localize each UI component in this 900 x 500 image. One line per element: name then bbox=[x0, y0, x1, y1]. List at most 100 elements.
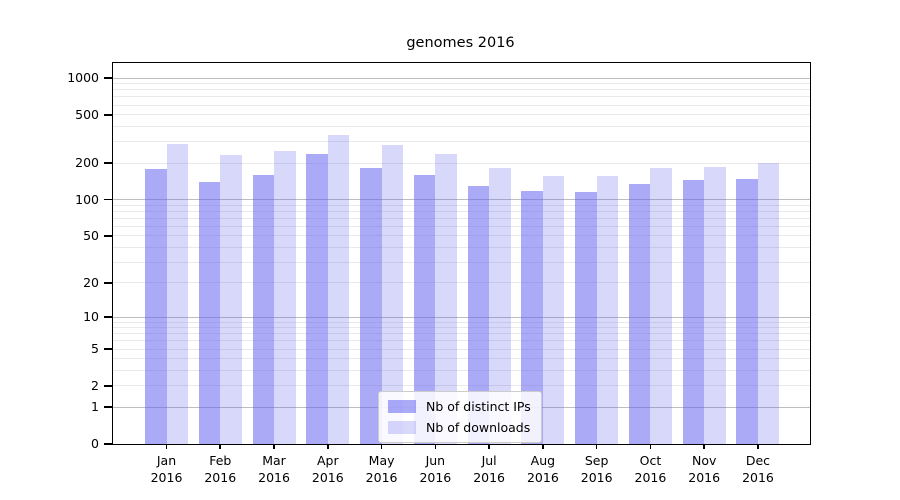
legend-item: Nb of downloads bbox=[388, 419, 531, 436]
y-tick-label: 2 bbox=[91, 377, 99, 393]
y-gridline bbox=[113, 385, 810, 387]
y-tick-label: 5 bbox=[91, 341, 99, 357]
x-tick-label: Apr 2016 bbox=[298, 444, 358, 486]
y-tick-mark bbox=[104, 113, 112, 116]
x-tick-mark bbox=[542, 444, 544, 449]
x-tick-year: 2016 bbox=[688, 470, 721, 485]
x-tick-mark bbox=[649, 444, 652, 449]
bar-nb-of-downloads-aug bbox=[542, 175, 565, 444]
x-tick-label: May 2016 bbox=[352, 444, 412, 486]
y-gridline bbox=[113, 96, 810, 98]
y-gridline bbox=[113, 83, 810, 85]
x-tick-label: Sep 2016 bbox=[567, 444, 627, 486]
y-gridline bbox=[113, 340, 810, 342]
y-tick-mark bbox=[104, 406, 112, 409]
y-gridline bbox=[113, 327, 810, 329]
y-tick-label: 1000 bbox=[67, 70, 99, 86]
x-tick-month: Feb bbox=[209, 453, 232, 468]
x-tick-label: Mar 2016 bbox=[244, 444, 304, 486]
x-tick-year: 2016 bbox=[258, 470, 290, 485]
y-tick-mark bbox=[104, 77, 112, 79]
chart-title: genomes 2016 bbox=[406, 35, 515, 51]
x-tick-mark bbox=[757, 444, 759, 449]
legend-swatch bbox=[388, 421, 416, 434]
y-tick-label: 10 bbox=[83, 309, 99, 324]
x-tick-month: Dec bbox=[745, 453, 771, 468]
y-gridline bbox=[113, 114, 810, 116]
x-tick-year: 2016 bbox=[150, 470, 183, 485]
bar-nb-of-downloads-sep bbox=[596, 175, 619, 444]
y-tick-mark bbox=[104, 385, 112, 387]
legend-swatch bbox=[388, 400, 416, 413]
x-tick-mark bbox=[595, 444, 598, 449]
x-tick-mark bbox=[434, 444, 437, 449]
x-tick-year: 2016 bbox=[742, 470, 774, 485]
y-gridline bbox=[113, 199, 810, 201]
y-gridline bbox=[113, 204, 810, 206]
y-gridline bbox=[113, 141, 810, 143]
x-tick-label: Jun 2016 bbox=[405, 444, 465, 486]
y-gridline bbox=[113, 126, 810, 128]
bar-nb-of-downloads-apr bbox=[327, 135, 350, 444]
x-tick-year: 2016 bbox=[634, 470, 667, 485]
bar-nb-of-distinct-ips-oct bbox=[628, 184, 651, 444]
x-tick-month: Mar bbox=[262, 453, 286, 468]
y-gridline bbox=[113, 358, 810, 360]
bar-nb-of-downloads-oct bbox=[650, 168, 672, 444]
bar-nb-of-downloads-dec bbox=[757, 162, 780, 444]
y-tick-label: 50 bbox=[83, 227, 99, 243]
y-gridline bbox=[113, 235, 810, 237]
x-tick-month: Apr bbox=[316, 453, 339, 468]
y-tick-mark bbox=[104, 316, 112, 318]
x-tick-month: Nov bbox=[691, 453, 717, 468]
y-gridline bbox=[113, 370, 810, 372]
y-gridline bbox=[113, 225, 810, 227]
y-gridline bbox=[113, 348, 810, 350]
x-tick-year: 2016 bbox=[473, 470, 506, 485]
y-gridline bbox=[113, 104, 810, 106]
y-gridline bbox=[113, 321, 810, 323]
bar-nb-of-distinct-ips-nov bbox=[682, 180, 705, 444]
x-tick-year: 2016 bbox=[580, 470, 613, 485]
x-tick-year: 2016 bbox=[311, 470, 344, 485]
x-tick-year: 2016 bbox=[365, 470, 398, 485]
x-tick-mark bbox=[380, 444, 383, 449]
y-gridline bbox=[113, 217, 810, 219]
y-tick-label: 500 bbox=[75, 106, 99, 122]
x-tick-mark bbox=[273, 444, 275, 449]
bar-nb-of-downloads-jan bbox=[166, 144, 188, 444]
x-tick-mark bbox=[219, 444, 222, 449]
x-tick-mark bbox=[327, 444, 329, 449]
legend-item: Nb of distinct IPs bbox=[388, 398, 531, 415]
x-tick-month: Jul bbox=[481, 453, 497, 468]
y-tick-label: 1 bbox=[91, 399, 99, 415]
y-gridline bbox=[113, 89, 810, 91]
x-tick-label: Dec 2016 bbox=[728, 444, 788, 486]
x-tick-year: 2016 bbox=[526, 470, 559, 485]
x-tick-label: Jul 2016 bbox=[459, 444, 519, 486]
y-gridline bbox=[113, 162, 810, 164]
y-tick-label: 0 bbox=[91, 436, 99, 451]
x-tick-month: Aug bbox=[530, 453, 556, 468]
y-tick-label: 100 bbox=[75, 191, 99, 207]
bar-nb-of-distinct-ips-mar bbox=[252, 174, 275, 444]
x-tick-year: 2016 bbox=[419, 470, 452, 485]
y-tick-label: 200 bbox=[75, 155, 99, 171]
bar-nb-of-distinct-ips-jan bbox=[145, 168, 167, 444]
bar-nb-of-downloads-mar bbox=[274, 150, 296, 444]
bar-nb-of-distinct-ips-jun bbox=[413, 175, 436, 444]
y-tick-mark bbox=[104, 281, 112, 284]
y-tick-mark bbox=[104, 162, 112, 164]
bar-nb-of-downloads-nov bbox=[704, 166, 726, 444]
x-tick-month: May bbox=[368, 453, 395, 468]
x-tick-label: Jan 2016 bbox=[137, 444, 197, 486]
legend-label: Nb of distinct IPs bbox=[426, 399, 531, 414]
bar-nb-of-downloads-feb bbox=[220, 155, 242, 444]
x-tick-month: Oct bbox=[639, 453, 662, 468]
x-tick-month: Jan bbox=[156, 453, 177, 468]
bar-nb-of-distinct-ips-sep bbox=[575, 192, 597, 444]
y-gridline bbox=[113, 316, 810, 318]
bar-nb-of-distinct-ips-may bbox=[360, 167, 382, 444]
x-tick-mark bbox=[703, 444, 705, 449]
